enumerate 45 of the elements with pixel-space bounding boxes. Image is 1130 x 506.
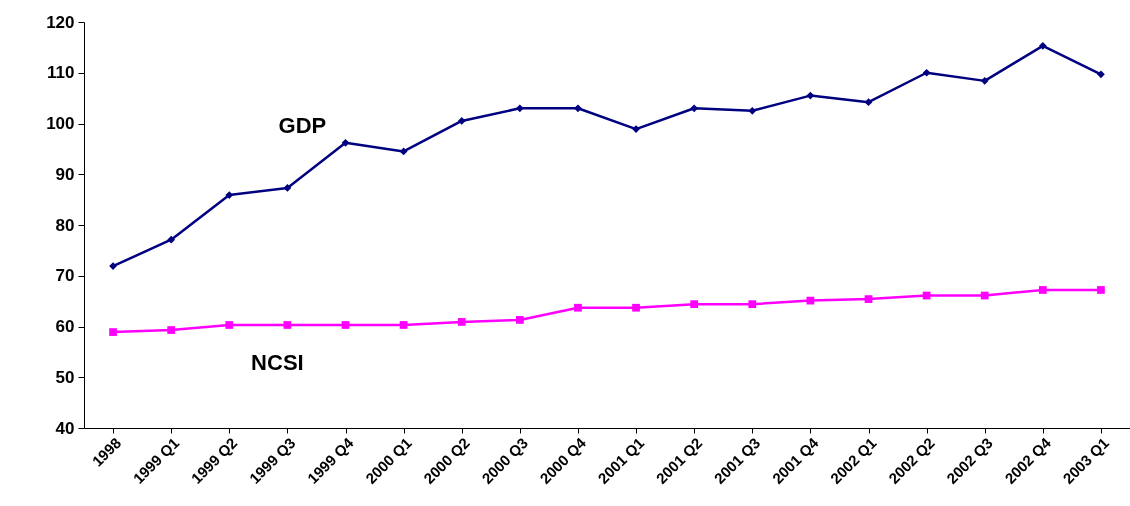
point xyxy=(864,98,873,107)
point xyxy=(748,300,757,309)
point xyxy=(980,77,989,85)
point xyxy=(574,104,582,113)
point xyxy=(980,291,989,300)
point xyxy=(748,106,757,115)
point xyxy=(109,262,117,270)
point xyxy=(574,303,582,312)
point xyxy=(109,328,117,336)
series-label: NCSI xyxy=(251,349,304,375)
point xyxy=(806,91,815,100)
point xyxy=(457,117,466,125)
point xyxy=(632,125,640,133)
point xyxy=(632,303,640,312)
point xyxy=(864,295,873,303)
point xyxy=(283,321,292,329)
point xyxy=(167,235,176,244)
point xyxy=(225,321,234,329)
y-tick-label: 40 xyxy=(55,418,75,438)
point xyxy=(515,104,524,113)
point xyxy=(225,191,234,199)
point xyxy=(922,68,931,77)
y-tick-label: 70 xyxy=(55,266,75,286)
y-tick-label: 100 xyxy=(46,114,75,133)
point xyxy=(690,104,699,113)
point xyxy=(1097,286,1105,294)
point xyxy=(457,318,466,326)
y-tick-label: 80 xyxy=(55,215,75,235)
point xyxy=(283,184,292,192)
point xyxy=(399,321,408,329)
point xyxy=(341,321,350,329)
point xyxy=(399,147,408,156)
point xyxy=(167,326,176,334)
y-tick-label: 90 xyxy=(55,164,75,184)
point xyxy=(1038,286,1047,294)
y-tick-label: 110 xyxy=(47,63,75,83)
series-label: GDP xyxy=(278,112,327,138)
point xyxy=(1038,41,1047,50)
point xyxy=(690,300,699,309)
y-tick-label: 60 xyxy=(55,317,75,336)
y-tick-label: 50 xyxy=(55,367,75,387)
y-tick-label: 120 xyxy=(46,12,75,32)
point xyxy=(341,138,350,147)
point xyxy=(1097,70,1105,79)
point xyxy=(515,316,524,324)
